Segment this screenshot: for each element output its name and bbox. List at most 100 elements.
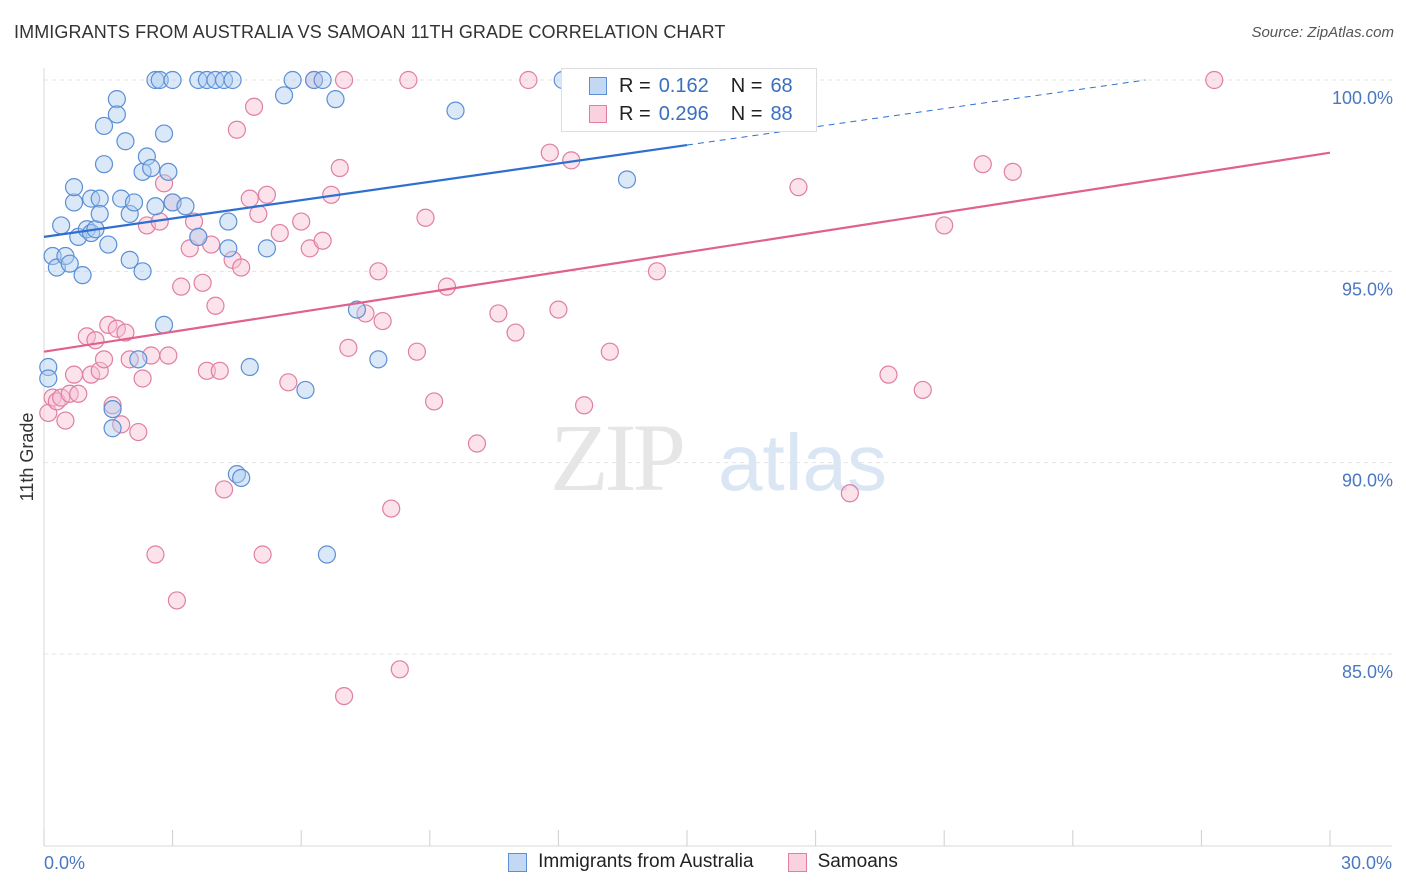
point-australia — [240, 357, 259, 377]
y-tick-label: 95.0% — [1342, 279, 1393, 299]
n-label: N = — [730, 74, 763, 97]
point-australia — [232, 468, 251, 488]
point-australia — [90, 189, 109, 208]
point-samoans — [382, 499, 401, 518]
point-samoans — [232, 258, 251, 277]
point-samoans — [913, 380, 932, 400]
point-samoans — [279, 373, 298, 392]
point-australia — [189, 227, 208, 246]
point-samoans — [369, 262, 388, 281]
y-axis-label: 11th Grade — [17, 413, 37, 502]
point-samoans — [973, 155, 992, 174]
point-australia — [163, 70, 182, 90]
point-samoans — [257, 185, 277, 204]
point-australia — [446, 101, 465, 120]
watermark-atlas: atlas — [718, 418, 887, 507]
stats-row-australia: R = 0.162 N = 68 — [562, 71, 815, 101]
point-australia — [146, 197, 165, 216]
point-australia — [154, 124, 174, 143]
swatch-samoans — [589, 105, 607, 123]
axes — [43, 68, 1392, 847]
point-samoans — [244, 97, 264, 116]
point-samoans — [292, 212, 311, 231]
source-label: Source: ZipAtlas.com — [1251, 24, 1394, 41]
point-samoans — [154, 174, 174, 193]
point-australia — [60, 254, 79, 273]
point-samoans — [519, 70, 538, 90]
point-samoans — [407, 342, 427, 361]
point-samoans — [467, 434, 487, 453]
point-samoans — [206, 296, 225, 315]
point-samoans — [356, 304, 375, 323]
point-samoans — [540, 143, 559, 162]
point-australia — [347, 300, 367, 319]
trend-line-australia-extension — [686, 79, 1146, 146]
point-samoans — [399, 70, 418, 90]
point-samoans — [840, 484, 859, 503]
point-samoans — [52, 388, 71, 407]
point-samoans — [390, 660, 409, 679]
point-samoans — [146, 545, 165, 564]
point-australia — [107, 105, 126, 124]
point-australia — [116, 132, 135, 151]
y-tick-labels: 85.0% 90.0% 95.0% 100.0% — [1332, 88, 1393, 682]
gridlines — [44, 79, 1392, 655]
point-australia — [133, 262, 152, 281]
point-samoans — [112, 415, 131, 434]
r-label: R = — [619, 102, 651, 125]
point-samoans — [197, 361, 216, 380]
r-value: 0.296 — [658, 102, 709, 125]
point-samoans — [90, 361, 109, 380]
point-samoans — [1003, 162, 1022, 181]
point-australia — [64, 178, 84, 197]
y-tick-label: 85.0% — [1342, 662, 1393, 682]
y-tick-label: 90.0% — [1342, 471, 1393, 491]
point-samoans — [1205, 70, 1224, 90]
point-australia — [326, 90, 345, 109]
r-label: R = — [619, 74, 651, 97]
point-australia — [142, 158, 161, 178]
stats-row-samoans: R = 0.296 N = 88 — [562, 99, 815, 129]
point-samoans — [334, 686, 354, 706]
series-australia — [39, 70, 688, 564]
series-samoans — [39, 70, 1224, 706]
point-samoans — [506, 323, 525, 342]
point-samoans — [159, 346, 178, 365]
point-samoans — [107, 319, 126, 338]
point-australia — [94, 116, 114, 136]
point-samoans — [103, 396, 122, 415]
point-samoans — [69, 384, 88, 403]
point-samoans — [416, 208, 435, 227]
watermark-zip: ZIP — [550, 404, 683, 511]
point-australia — [257, 239, 277, 258]
point-australia — [120, 204, 139, 224]
point-australia — [39, 369, 58, 388]
trend-line-australia — [43, 143, 688, 238]
point-samoans — [424, 392, 444, 411]
point-australia — [64, 193, 84, 212]
legend-item-samoans[interactable]: Samoans — [787, 851, 898, 873]
n-value: 88 — [770, 102, 793, 125]
r-value: 0.162 — [658, 74, 709, 97]
x-tick-label-min: 0.0% — [44, 853, 85, 873]
point-samoans — [64, 365, 84, 384]
chart-title: IMMIGRANTS FROM AUSTRALIA VS SAMOAN 11TH… — [14, 22, 726, 42]
point-samoans — [99, 315, 118, 335]
point-australia — [107, 90, 126, 109]
point-australia — [120, 250, 139, 269]
x-ticks — [43, 830, 1331, 846]
legend-item-australia[interactable]: Immigrants from Australia — [508, 851, 754, 873]
swatch-australia — [589, 77, 607, 95]
point-samoans — [339, 338, 358, 357]
point-australia — [129, 350, 148, 369]
point-samoans — [575, 396, 594, 415]
point-samoans — [240, 189, 259, 208]
point-samoans — [334, 70, 354, 90]
legend-label-samoans: Samoans — [817, 851, 898, 872]
point-samoans — [879, 365, 898, 384]
point-samoans — [214, 480, 234, 499]
trend-lines — [43, 79, 1331, 353]
point-samoans — [210, 361, 229, 380]
point-australia — [176, 197, 195, 216]
legend-label-australia: Immigrants from Australia — [538, 851, 754, 872]
